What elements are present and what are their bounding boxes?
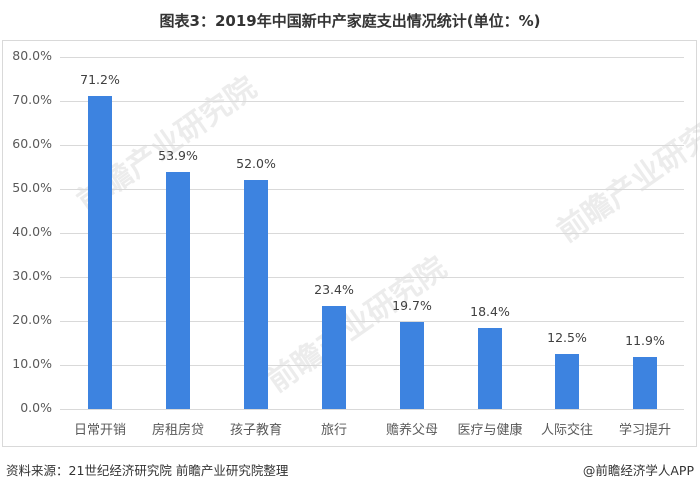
watermark: 前瞻产业研究院 [260, 250, 454, 400]
chart-title: 图表3：2019年中国新中产家庭支出情况统计(单位：%) [159, 12, 541, 30]
y-tick-label: 40.0% [12, 224, 52, 239]
gridline [60, 101, 684, 102]
y-tick-label: 0.0% [20, 400, 52, 415]
y-tick-label: 50.0% [12, 180, 52, 195]
y-tick-label: 10.0% [12, 356, 52, 371]
data-label: 18.4% [470, 304, 510, 319]
gridline [60, 365, 684, 366]
gridline [60, 321, 684, 322]
gridline [60, 409, 684, 410]
gridline [60, 277, 684, 278]
data-label: 52.0% [236, 156, 276, 171]
data-label: 12.5% [547, 330, 587, 345]
bar [555, 354, 579, 409]
x-tick-label: 日常开销 [73, 423, 126, 438]
x-tick-label: 人际交往 [540, 423, 593, 438]
bar [400, 322, 424, 409]
gridline [60, 57, 684, 58]
credit-note: @前瞻经济学人APP [582, 463, 694, 478]
x-tick-label: 赡养父母 [385, 423, 438, 438]
bar [88, 96, 112, 409]
x-tick-label: 孩子教育 [229, 423, 282, 438]
bar [478, 328, 502, 409]
y-tick-label: 60.0% [12, 136, 52, 151]
x-tick-label: 医疗与健康 [457, 423, 523, 438]
gridline [60, 145, 684, 146]
bar [633, 357, 657, 409]
data-label: 23.4% [314, 282, 354, 297]
y-tick-label: 20.0% [12, 312, 52, 327]
y-tick-label: 70.0% [12, 92, 52, 107]
data-label: 71.2% [80, 72, 120, 87]
data-label: 11.9% [625, 333, 665, 348]
gridline [60, 233, 684, 234]
watermark: 前瞻产业研究院 [550, 100, 700, 250]
chart-frame [2, 40, 697, 447]
source-note: 资料来源：21世纪经济研究院 前瞻产业研究院整理 [6, 463, 289, 478]
data-label: 19.7% [392, 298, 432, 313]
y-tick-label: 80.0% [12, 48, 52, 63]
data-label: 53.9% [158, 148, 198, 163]
x-tick-label: 学习提升 [618, 423, 671, 438]
gridline [60, 189, 684, 190]
bar [322, 306, 346, 409]
x-tick-label: 房租房贷 [151, 423, 204, 438]
y-tick-label: 30.0% [12, 268, 52, 283]
bar [244, 180, 268, 409]
bar [166, 172, 190, 409]
x-tick-label: 旅行 [320, 423, 347, 438]
